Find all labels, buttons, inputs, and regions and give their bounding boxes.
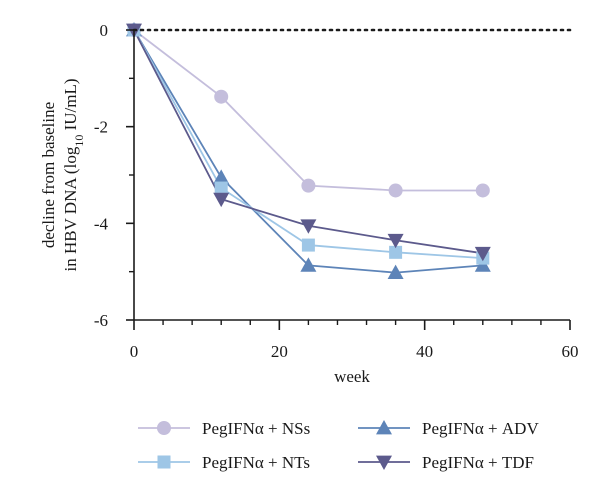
data-point-series-3 <box>474 246 491 262</box>
legend-marker <box>157 455 171 469</box>
y-axis-label-line2: in HBV DNA (log10 IU/mL) <box>61 78 86 271</box>
legend-item: PegIFNα + ADV <box>358 419 539 438</box>
legend-item: PegIFNα + NTs <box>138 453 310 472</box>
legend-marker <box>376 420 392 435</box>
data-point-series-3 <box>300 219 317 234</box>
x-tick-label: 60 <box>562 342 579 361</box>
data-point-series-1 <box>300 257 317 272</box>
legend-item: PegIFNα + NSs <box>138 419 310 438</box>
data-point-series-2 <box>389 245 403 259</box>
data-point-series-0 <box>214 89 229 104</box>
legend-label: PegIFNα + TDF <box>422 453 534 472</box>
data-point-series-2 <box>301 238 315 252</box>
y-tick-label: -6 <box>94 311 108 330</box>
y-tick-label: 0 <box>100 21 109 40</box>
x-tick-label: 40 <box>416 342 433 361</box>
legend-item: PegIFNα + TDF <box>358 453 534 472</box>
data-point-series-0 <box>475 183 490 198</box>
data-point-series-1 <box>213 169 230 184</box>
x-tick-label: 0 <box>130 342 139 361</box>
legend-marker <box>376 455 392 470</box>
series-line-0 <box>133 29 483 192</box>
data-point-series-1 <box>387 264 404 280</box>
x-axis-label: week <box>334 367 370 386</box>
legend-marker <box>157 421 171 435</box>
data-point-series-3 <box>213 192 230 208</box>
data-point-series-0 <box>388 183 403 198</box>
y-tick-label: -2 <box>94 118 108 137</box>
legend-label: PegIFNα + NTs <box>202 453 310 472</box>
y-axis-label-line1: decline from baseline <box>39 102 58 248</box>
axes: 0 -2 -4 -6 0 20 40 60 <box>94 21 579 361</box>
legend: PegIFNα + NSs PegIFNα + ADV PegIFNα + NTs P… <box>138 419 539 472</box>
legend-label: PegIFNα + ADV <box>422 419 539 438</box>
x-tick-label: 20 <box>271 342 288 361</box>
series-line-1 <box>133 29 483 274</box>
data-point-series-0 <box>301 178 316 193</box>
legend-label: PegIFNα + NSs <box>202 419 310 438</box>
data-point-series-2 <box>214 181 228 195</box>
plot-area <box>126 22 491 280</box>
data-point-series-3 <box>387 233 404 249</box>
y-tick-label: -4 <box>94 214 109 233</box>
